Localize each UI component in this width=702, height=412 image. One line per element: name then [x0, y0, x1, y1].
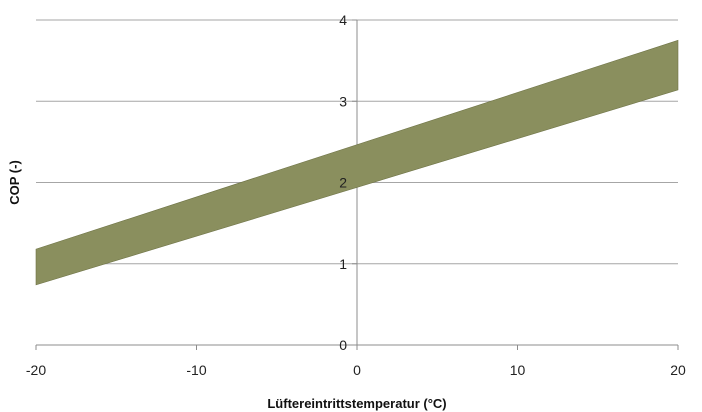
cop-band-area	[35, 39, 679, 286]
x-tick-label: -10	[186, 362, 206, 378]
x-tick-label: -20	[26, 362, 46, 378]
cop-band-series	[35, 39, 679, 286]
y-tick-label: 3	[339, 93, 347, 109]
y-tick-label: 1	[339, 256, 347, 272]
x-tick-label: 10	[510, 362, 526, 378]
y-tick-label: 2	[339, 175, 347, 191]
x-tick-label: 20	[670, 362, 686, 378]
x-tick-label: 0	[353, 362, 361, 378]
y-axis-label: COP (-)	[7, 160, 22, 205]
y-tick-label: 4	[339, 12, 347, 28]
x-axis-label: Lüftereintrittstemperatur (°C)	[267, 396, 446, 411]
y-tick-label: 0	[339, 337, 347, 353]
tick-labels: 0 1 2 3 4 -20 -10 0 10 20	[26, 12, 686, 378]
